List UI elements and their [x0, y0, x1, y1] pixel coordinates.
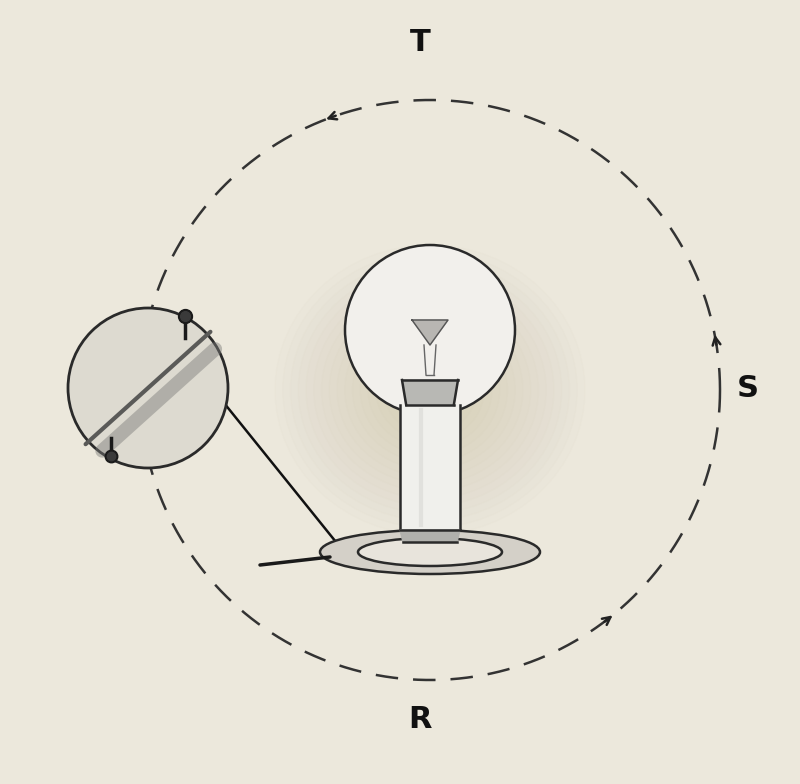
Ellipse shape	[320, 530, 540, 574]
Polygon shape	[402, 380, 458, 405]
Circle shape	[68, 308, 228, 468]
Text: R: R	[408, 706, 432, 735]
Text: T: T	[410, 27, 430, 56]
Circle shape	[345, 245, 515, 415]
Text: S: S	[737, 373, 759, 402]
Polygon shape	[400, 530, 460, 542]
Polygon shape	[412, 320, 448, 345]
Polygon shape	[400, 405, 460, 530]
Ellipse shape	[358, 538, 502, 566]
